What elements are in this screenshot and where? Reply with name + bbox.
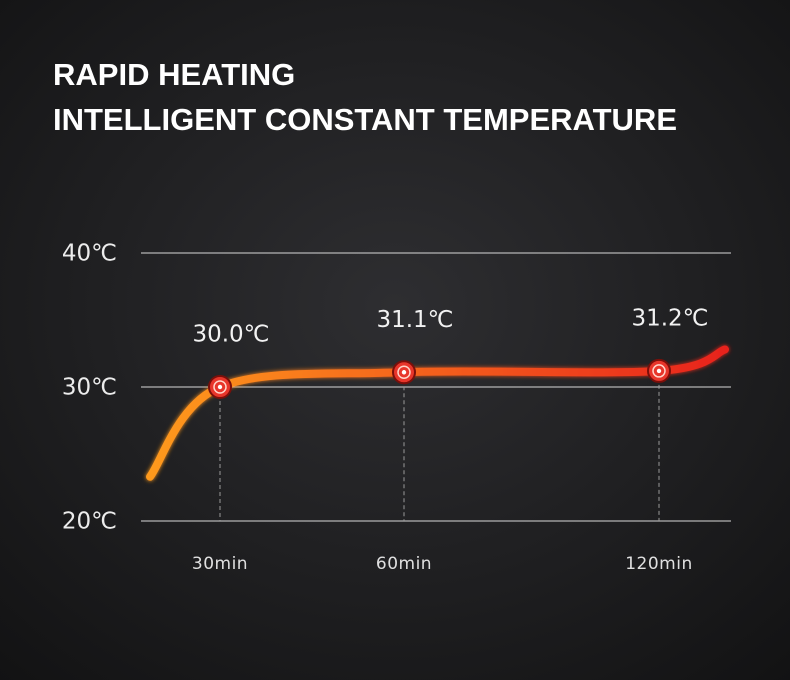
chart-title: RAPID HEATING	[53, 57, 295, 92]
value-label: 31.2℃	[631, 305, 708, 331]
x-tick-label: 120min	[625, 554, 693, 574]
chart-subtitle: INTELLIGENT CONSTANT TEMPERATURE	[53, 102, 677, 137]
marker-ring	[397, 365, 411, 380]
marker-ring	[213, 380, 227, 394]
y-tick-label: 30℃	[62, 375, 117, 401]
marker-dot	[656, 368, 662, 374]
marker-ring	[652, 364, 666, 378]
y-tick-label: 20℃	[62, 509, 117, 535]
marker-dot	[217, 384, 223, 390]
value-label: 30.0℃	[192, 322, 269, 348]
x-tick-label: 60min	[376, 554, 432, 574]
y-tick-label: 40℃	[62, 241, 117, 267]
value-label: 31.1℃	[376, 307, 453, 333]
x-tick-label: 30min	[192, 554, 248, 574]
marker-dot	[401, 370, 407, 375]
